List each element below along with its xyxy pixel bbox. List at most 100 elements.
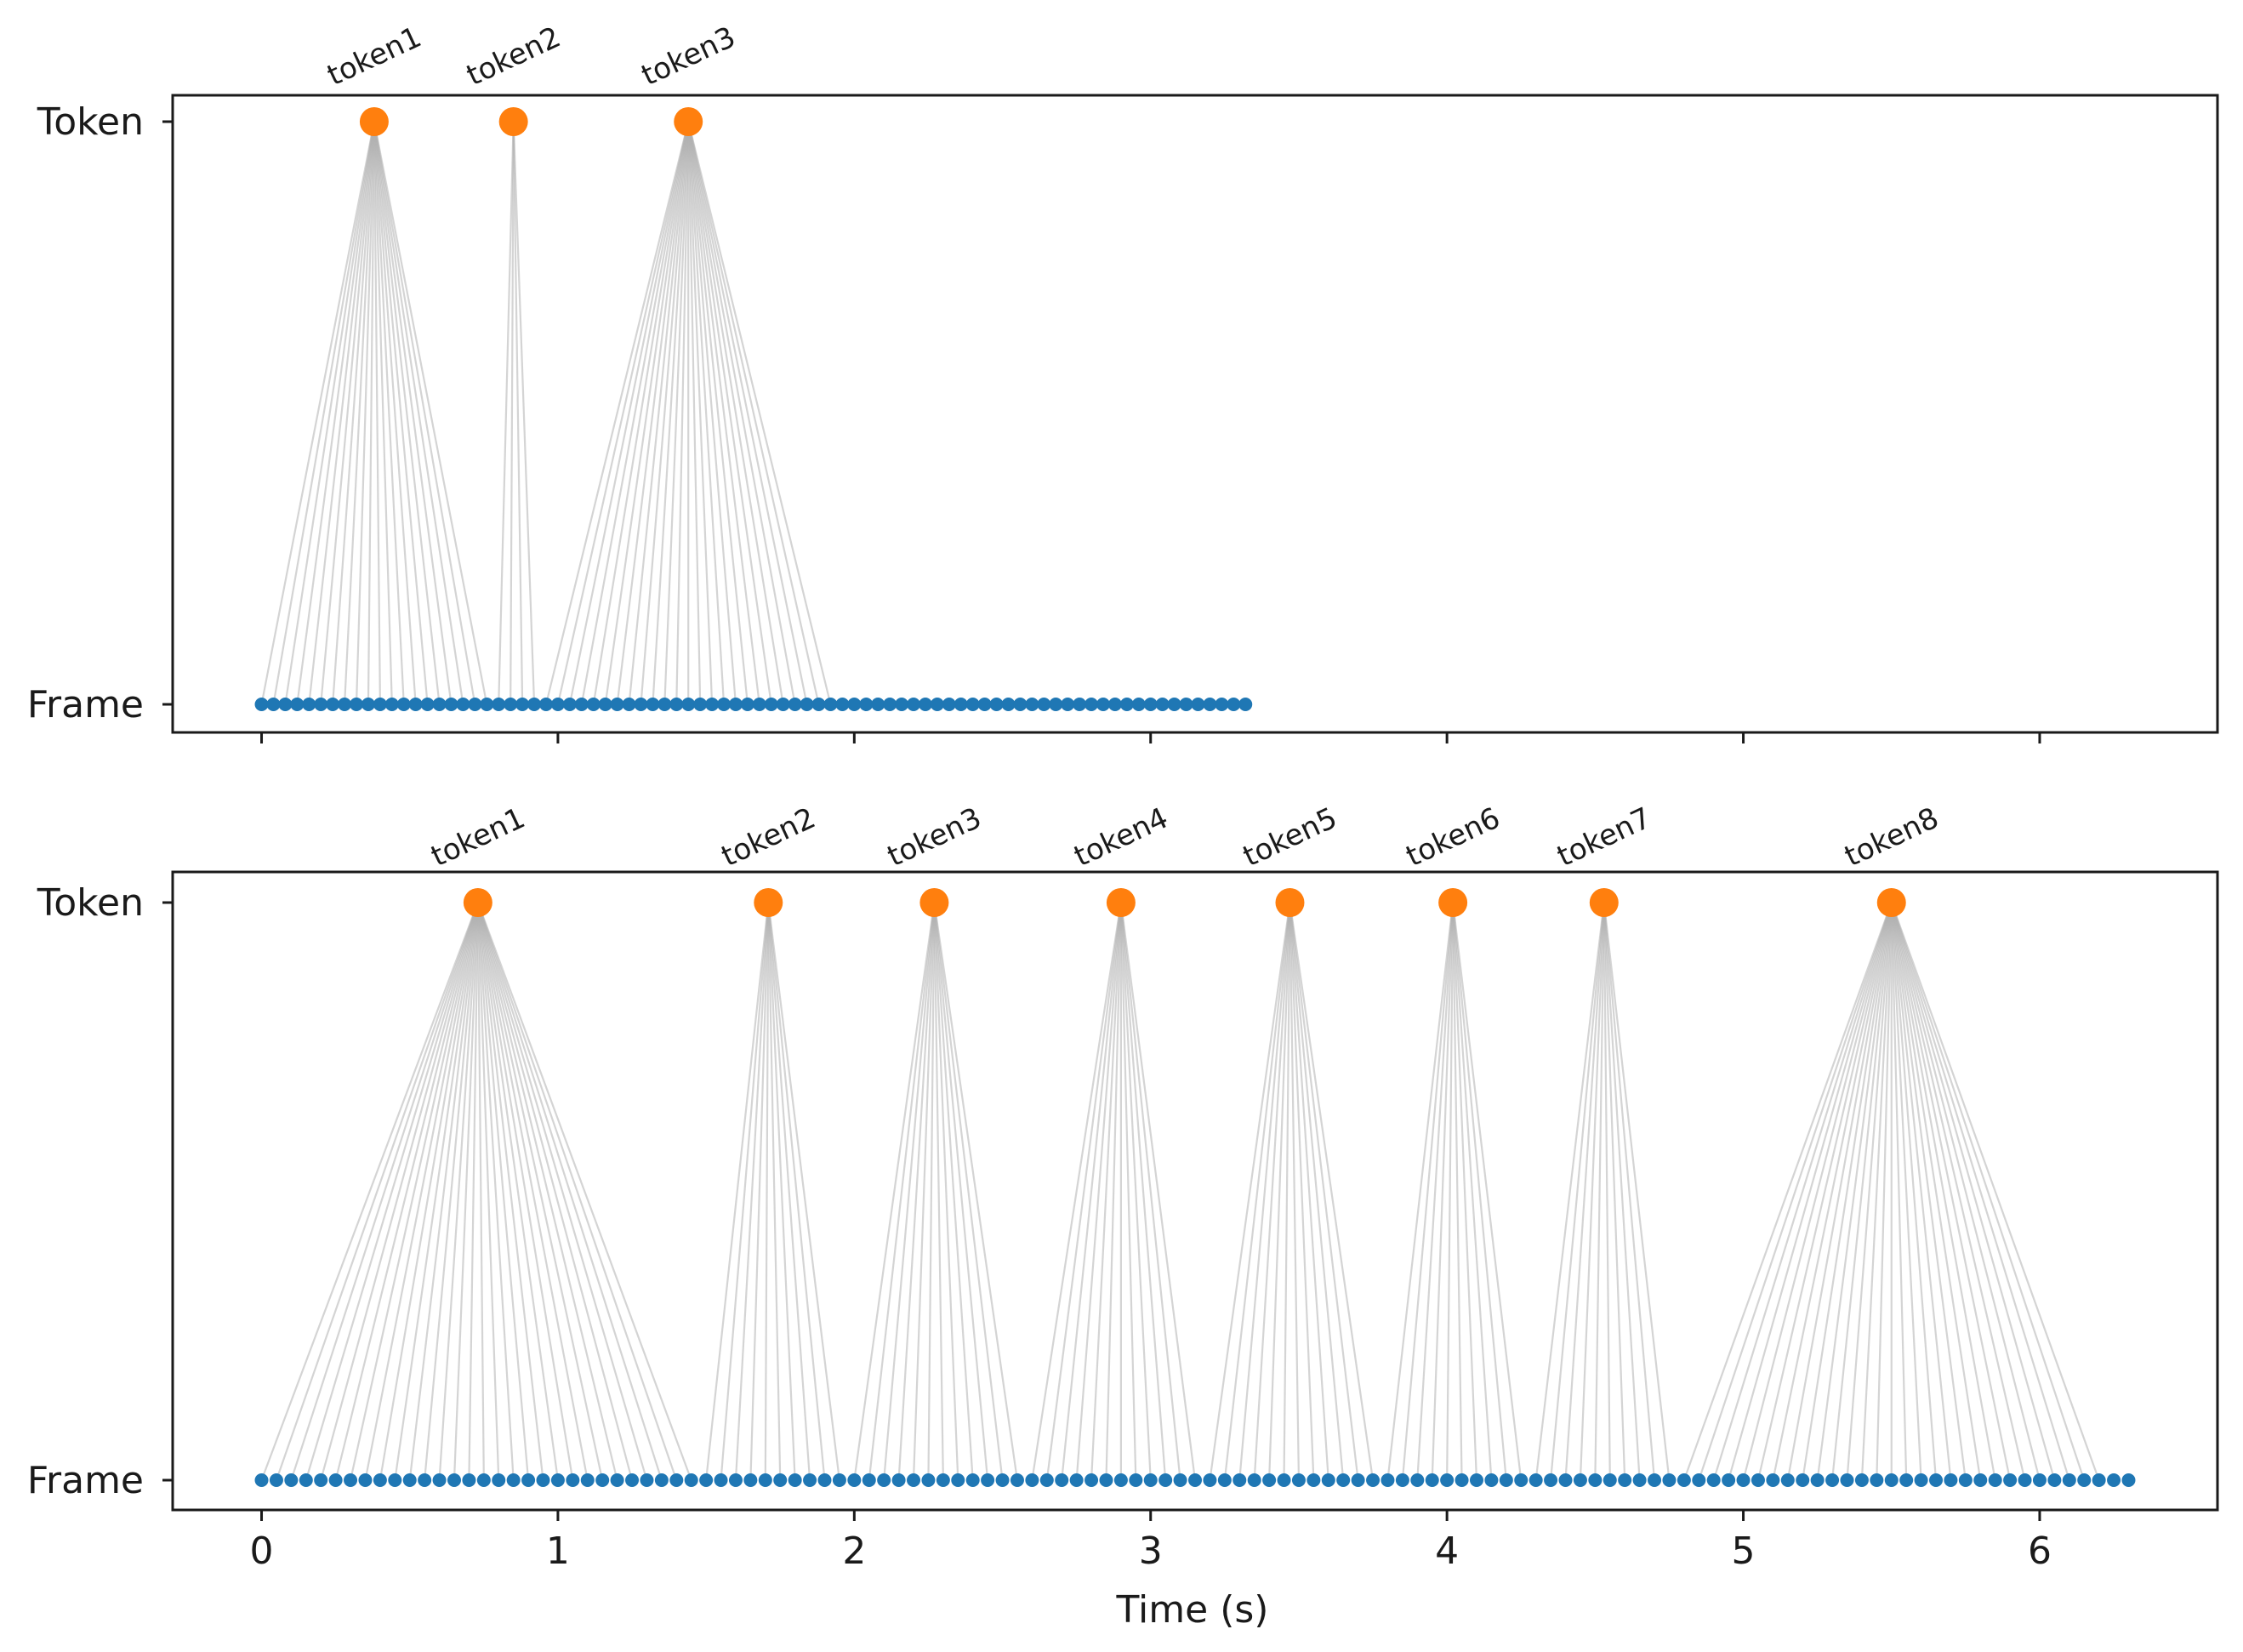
bottom-link-token6 [1401, 902, 1455, 1481]
bottom-frame-point [1440, 1473, 1455, 1487]
top-frame-point [1025, 698, 1039, 711]
bottom-frame-point [1529, 1473, 1543, 1487]
bottom-frame-point [1307, 1473, 1321, 1487]
top-frame-point [338, 698, 352, 711]
top-frame-point [895, 698, 909, 711]
bottom-frame-point [699, 1473, 714, 1487]
bottom-link-token3 [897, 902, 936, 1481]
bottom-link-token5 [1223, 902, 1291, 1481]
top-frame-point [290, 698, 305, 711]
bottom-frame-point [1603, 1473, 1617, 1487]
top-frame-point [396, 698, 411, 711]
top-link-token3 [687, 121, 820, 705]
bottom-frame-point [1410, 1473, 1425, 1487]
bottom-axes-frame [171, 870, 2219, 1512]
top-frame-point [989, 698, 1004, 711]
bottom-frame-point [1973, 1473, 1988, 1487]
bottom-frame-point [418, 1473, 432, 1487]
bottom-frame-point [1025, 1473, 1039, 1487]
top-link-token3 [604, 121, 690, 705]
top-frame-point [681, 698, 696, 711]
bottom-link-token5 [1289, 902, 1345, 1481]
bottom-link-token2 [705, 902, 770, 1481]
bottom-frame-point [2092, 1473, 2106, 1487]
top-frame-point [942, 698, 956, 711]
bottom-frame-point [566, 1473, 580, 1487]
bottom-frame-point [2107, 1473, 2121, 1487]
bottom-token-point-2 [754, 888, 783, 917]
bottom-link-token7 [1594, 902, 1605, 1481]
top-frame-point [1131, 698, 1146, 711]
bottom-token-point-8 [1876, 888, 1906, 917]
bottom-frame-point [1870, 1473, 1884, 1487]
bottom-link-token3 [933, 902, 1004, 1481]
bottom-link-token5 [1289, 902, 1315, 1481]
bottom-frame-point [1069, 1473, 1084, 1487]
bottom-frame-point [1544, 1473, 1558, 1487]
bottom-link-token3 [868, 902, 936, 1481]
bottom-link-token6 [1386, 902, 1455, 1481]
bottom-frame-point [2032, 1473, 2047, 1487]
top-frame-point [326, 698, 340, 711]
bottom-frame-point [610, 1473, 624, 1487]
bottom-frame-point [1262, 1473, 1277, 1487]
bottom-link-token1 [453, 902, 479, 1481]
bottom-frame-point [847, 1473, 862, 1487]
bottom-frame-point [1632, 1473, 1647, 1487]
top-frame-point [598, 698, 612, 711]
top-link-token1 [373, 121, 381, 705]
bottom-frame-point [1010, 1473, 1024, 1487]
top-frame-point [1107, 698, 1122, 711]
top-token-point-3 [674, 107, 703, 136]
bottom-frame-point [1884, 1473, 1899, 1487]
bottom-link-token1 [260, 902, 479, 1481]
bottom-frame-point [1662, 1473, 1677, 1487]
bottom-link-token3 [912, 902, 936, 1481]
bottom-link-token8 [1890, 902, 2100, 1481]
top-frame-point [776, 698, 790, 711]
top-frame-point [302, 698, 316, 711]
bottom-link-token8 [1860, 902, 1893, 1481]
top-link-token1 [296, 121, 376, 705]
bottom-link-token1 [476, 902, 589, 1481]
bottom-link-token2 [767, 902, 782, 1481]
bottom-frame-point [1188, 1473, 1202, 1487]
bottom-frame-point [595, 1473, 610, 1487]
bottom-frame-point [521, 1473, 536, 1487]
bottom-link-token4 [1119, 902, 1197, 1481]
bottom-frame-point [269, 1473, 283, 1487]
bottom-link-token8 [1742, 902, 1893, 1481]
bottom-frame-point [1055, 1473, 1069, 1487]
bottom-frame-point [1277, 1473, 1291, 1487]
top-frame-point [468, 698, 482, 711]
bottom-frame-point [447, 1473, 461, 1487]
top-frame-point [907, 698, 921, 711]
top-frame-points [254, 698, 1253, 711]
bottom-frame-point [995, 1473, 1010, 1487]
x-axis-label: Time (s) [1116, 1588, 1269, 1632]
bottom-link-token8 [1802, 902, 1893, 1481]
bottom-link-token1 [320, 902, 479, 1481]
bottom-frame-point [2062, 1473, 2076, 1487]
bottom-frame-point [284, 1473, 299, 1487]
bottom-link-token8 [1890, 902, 1982, 1481]
bottom-frame-point [1944, 1473, 1958, 1487]
top-frame-point [1061, 698, 1075, 711]
bottom-frame-point [1929, 1473, 1944, 1487]
bottom-link-token3 [933, 902, 1019, 1481]
top-link-token1 [355, 121, 376, 705]
top-link-token2 [498, 121, 515, 705]
bottom-token-point-5 [1275, 888, 1305, 917]
top-link-token3 [687, 121, 796, 705]
top-link-token3 [687, 121, 726, 705]
bottom-link-token8 [1890, 902, 2070, 1481]
top-frame-point [562, 698, 577, 711]
bottom-frame-point [817, 1473, 832, 1487]
bottom-link-token5 [1238, 902, 1291, 1481]
bottom-link-token3 [853, 902, 936, 1481]
bottom-frame-point [1825, 1473, 1840, 1487]
bottom-link-token1 [438, 902, 479, 1481]
bottom-link-token1 [476, 902, 485, 1481]
bottom-frame-point [714, 1473, 728, 1487]
top-frame-point [930, 698, 944, 711]
